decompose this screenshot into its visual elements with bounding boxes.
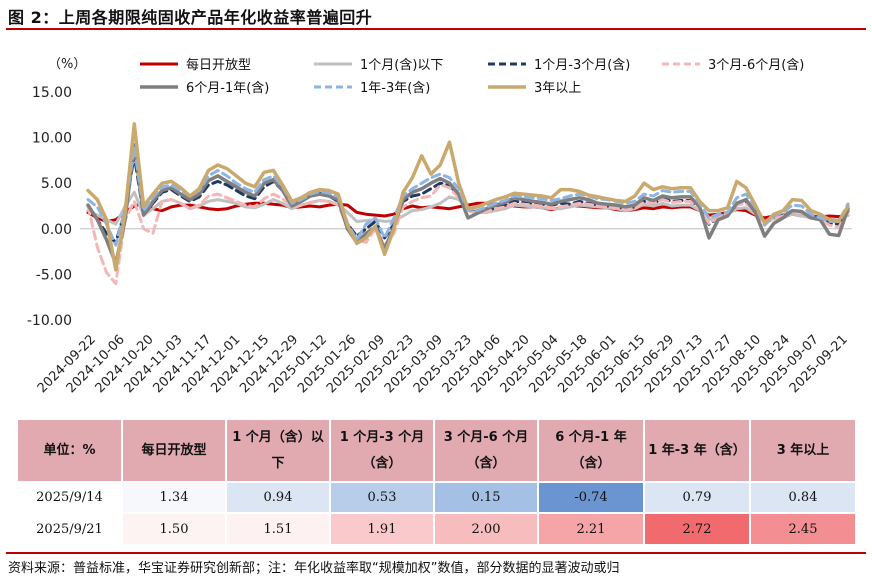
- series-line-5: [86, 145, 850, 247]
- line-chart: 15.0010.005.000.00-5.00-10.00（%）2024-09-…: [27, 57, 852, 396]
- table-cell: 2.45: [750, 512, 857, 544]
- table-cell: -0.74: [538, 481, 645, 513]
- series-line-2: [86, 154, 850, 244]
- table-header-row: 单位：% 每日开放型 1 个月（含）以下 1 个月-3 个月（含） 3 个月-6…: [18, 420, 857, 482]
- source-note: 资料来源：普益标准，华宝证券研究创新部；注：年化收益率取“规模加权”数值，部分数…: [8, 561, 620, 576]
- header-over-3y: 3 年以上: [750, 420, 857, 482]
- header-1m-3m: 1 个月-3 个月（含）: [330, 420, 435, 482]
- header-1y-3y: 1 年-3 年（含）: [644, 420, 751, 482]
- y-tick-label: 10.00: [32, 131, 72, 147]
- y-tick-label: 15.00: [32, 85, 72, 101]
- legend-label-6: 3年以上: [534, 81, 581, 96]
- header-3m-6m: 3 个月-6 个月（含）: [434, 420, 539, 482]
- header-daily-open: 每日开放型: [122, 420, 227, 482]
- row-date: 2025/9/21: [18, 512, 123, 544]
- y-tick-label: 5.00: [41, 176, 72, 192]
- y-tick-label: 0.00: [41, 222, 72, 238]
- header-unit: 单位：%: [18, 420, 123, 482]
- table-cell: 0.79: [644, 481, 751, 513]
- series-line-4: [86, 143, 850, 266]
- title-bar: 图 2：上周各期限纯固收产品年化收益率普遍回升: [6, 0, 866, 30]
- table-row: 2025/9/14 1.34 0.94 0.53 0.15 -0.74 0.79 0.84: [18, 481, 857, 513]
- table-row: 2025/9/21 1.50 1.51 1.91 2.00 2.21 2.72 2.45: [18, 512, 857, 544]
- table-cell: 2.00: [434, 512, 539, 544]
- legend-label-5: 1年-3年(含): [360, 80, 430, 96]
- row-date: 2025/9/14: [18, 481, 123, 513]
- table-cell: 0.53: [330, 481, 435, 513]
- header-under-1m: 1 个月（含）以下: [226, 420, 331, 482]
- table-cell: 2.21: [538, 512, 645, 544]
- table-cell: 1.91: [330, 512, 435, 544]
- source-divider: [6, 552, 866, 554]
- legend-label-3: 3个月-6个月(含): [708, 57, 804, 73]
- legend-label-1: 1个月(含)以下: [360, 57, 443, 73]
- table-cell: 0.84: [750, 481, 857, 513]
- table-cell: 0.94: [226, 481, 331, 513]
- y-tick-label: -5.00: [36, 267, 72, 283]
- table-cell: 1.50: [122, 512, 227, 544]
- y-axis-unit: （%）: [48, 57, 86, 72]
- table-cell: 0.15: [434, 481, 539, 513]
- series-line-6: [86, 122, 850, 272]
- legend-label-2: 1个月-3个月(含): [534, 57, 630, 73]
- legend-label-4: 6个月-1年(含): [186, 80, 269, 96]
- figure-title: 图 2：上周各期限纯固收产品年化收益率普遍回升: [8, 8, 373, 27]
- header-6m-1y: 6 个月-1 年（含）: [538, 420, 645, 482]
- legend-label-0: 每日开放型: [186, 57, 251, 73]
- table-cell: 1.51: [226, 512, 331, 544]
- table-cell: 2.72: [644, 512, 751, 544]
- table-cell: 1.34: [122, 481, 227, 513]
- y-tick-label: -10.00: [27, 313, 72, 329]
- yield-table: 单位：% 每日开放型 1 个月（含）以下 1 个月-3 个月（含） 3 个月-6…: [18, 420, 857, 544]
